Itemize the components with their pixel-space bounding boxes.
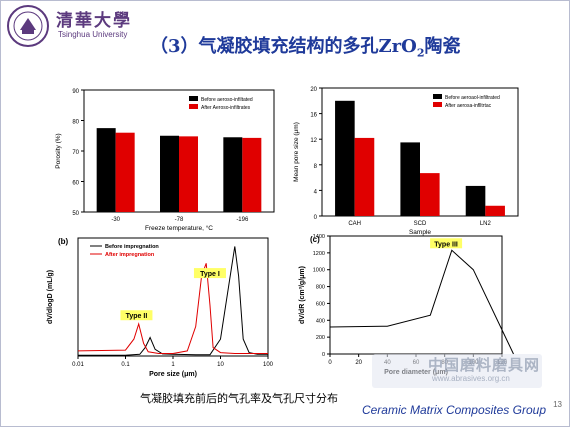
y-tick-label: 8 — [314, 164, 318, 170]
legend-label: Before aeroaol-infiltrated — [445, 95, 500, 101]
x-tick-label: -78 — [175, 217, 184, 223]
y-tick-label: 12 — [310, 138, 317, 144]
y-tick-label: 70 — [72, 150, 79, 156]
legend-label: After impregnation — [105, 252, 155, 258]
x-tick-label: CAH — [348, 221, 361, 227]
annotation-label: Type II — [126, 313, 148, 320]
title-prefix: （3）气凝胶填充结构的多孔ZrO — [150, 36, 417, 57]
bar--30-before — [96, 128, 116, 212]
legend-swatch — [189, 104, 198, 109]
y-tick-label: 90 — [72, 89, 79, 95]
x-tick-label: 1 — [171, 362, 175, 368]
legend-swatch — [433, 94, 442, 99]
brand-name-en: Tsinghua University — [58, 30, 128, 39]
x-tick-label: 0.01 — [72, 362, 84, 368]
y-tick-label: 80 — [72, 120, 79, 126]
y-tick-label: 200 — [316, 335, 325, 341]
annotation-box — [120, 310, 153, 321]
title-subscript: 2 — [416, 46, 425, 60]
y-tick-label: 800 — [316, 285, 325, 291]
legend-label: After Aeroso-infiltrates — [201, 105, 251, 111]
series-line-1 — [77, 263, 268, 354]
bar--78-after — [179, 136, 198, 212]
legend-label: After aerosa-inflltrtac — [445, 103, 492, 109]
y-tick-label: 1400 — [313, 234, 325, 240]
legend-label: Before aeroso-infiltated — [201, 97, 253, 103]
pore-size-bar-chart: 0 4 8 12 16 20 CAH SCD LN2 Sample Mean pore size (… — [293, 87, 519, 236]
y-axis-label: Porosity (%) — [55, 133, 62, 168]
legend-swatch — [189, 96, 198, 101]
x-tick-label: 10 — [217, 362, 224, 368]
y-tick-label: 400 — [316, 318, 325, 324]
y-tick-label: 20 — [310, 87, 317, 93]
series-line-0 — [329, 249, 514, 355]
x-tick-label: 0 — [328, 360, 332, 366]
y-tick-label: 4 — [314, 189, 318, 195]
bar--196-before — [223, 137, 243, 212]
figure-caption: 气凝胶填充前后的气孔率及气孔尺寸分布 — [140, 393, 338, 405]
watermark-box — [372, 354, 542, 388]
bar-CAH-before — [335, 100, 355, 216]
series-line-0 — [78, 246, 268, 356]
page-number: 13 — [553, 400, 562, 409]
bar-LN2-before — [465, 185, 486, 216]
y-axis-label: Mean pore size (μm) — [293, 122, 300, 182]
bar--196-after — [242, 137, 262, 212]
bar--78-before — [160, 135, 179, 212]
x-tick-label: LN2 — [480, 221, 492, 227]
annotation-box — [193, 268, 226, 279]
legend-swatch — [433, 102, 442, 107]
y-tick-label: 16 — [310, 113, 317, 119]
y-tick-label: 50 — [72, 211, 79, 217]
brand-name-cn: 清華大學 — [56, 11, 132, 31]
y-tick-label: 0 — [314, 215, 318, 221]
title-suffix: 陶瓷 — [424, 36, 461, 57]
bar-SCD-before — [400, 142, 420, 216]
watermark-text: 中国磨料磨具网 — [428, 357, 541, 374]
annotation-box — [430, 238, 463, 249]
y-tick-label: 1200 — [313, 251, 325, 257]
x-axis-label: Sample — [409, 229, 431, 236]
y-axis-label: dV/dR (cm³/g/μm) — [299, 266, 306, 324]
x-axis-label: Pore size (μm) — [149, 371, 197, 378]
tsinghua-seal-icon — [7, 5, 49, 47]
annotation-label: Type III — [434, 241, 458, 248]
bar-SCD-after — [420, 173, 440, 216]
pore-distribution-chart: 0.01 0.1 1 10 100 Pore size (μm) dV/dlogD (mL/… — [47, 237, 274, 378]
x-tick-label: -196 — [236, 217, 249, 223]
plot-frame — [329, 235, 503, 355]
y-tick-label: 0 — [322, 352, 325, 358]
panel-label: (c) — [310, 235, 320, 244]
y-tick-label: 600 — [316, 301, 325, 307]
footer-group-name: Ceramic Matrix Composites Group — [361, 403, 546, 417]
x-tick-label: -30 — [111, 217, 120, 223]
slide-title: （3）气凝胶填充结构的多孔ZrO2陶瓷 — [150, 32, 460, 60]
legend-label: Before impregnation — [105, 244, 159, 250]
x-tick-label: SCD — [414, 221, 427, 227]
x-tick-label: 100 — [263, 362, 274, 368]
x-tick-label: 0.1 — [121, 362, 130, 368]
watermark-url: www.abrasives.org.cn — [432, 374, 510, 383]
bar--30-after — [115, 132, 135, 212]
panel-label: (b) — [58, 237, 69, 246]
porosity-bar-chart: 50 60 70 80 90 -30 -78 -196 Freeze temperature, … — [55, 89, 275, 232]
x-axis-label: Freeze temperature, °C — [145, 224, 213, 232]
x-tick-label: 20 — [355, 360, 362, 366]
y-axis-label: dV/dlogD (mL/g) — [47, 270, 54, 324]
bar-LN2-after — [485, 205, 505, 216]
y-tick-label: 1000 — [313, 268, 325, 274]
bar-CAH-after — [354, 137, 375, 216]
annotation-label: Type I — [200, 271, 220, 278]
y-tick-label: 60 — [72, 181, 79, 187]
